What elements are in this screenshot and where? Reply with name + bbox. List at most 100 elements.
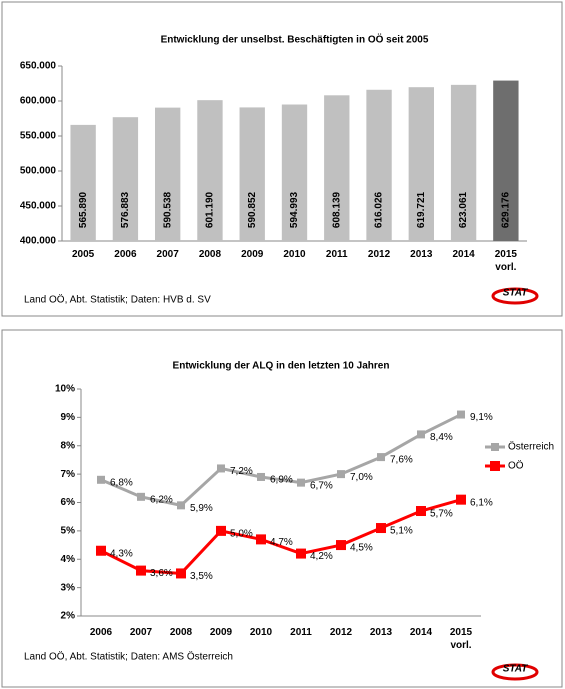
marker: [457, 410, 465, 419]
marker: [136, 565, 146, 576]
bar: [155, 107, 181, 241]
value-label: 4,5%: [350, 543, 373, 554]
bar: [112, 117, 139, 241]
x-tick-label: 2015 vorl.: [449, 627, 473, 651]
value-label: 7,6%: [390, 455, 413, 466]
bar: [493, 80, 519, 241]
bar: [366, 89, 392, 241]
series-line: [100, 413, 462, 507]
bar: [324, 95, 350, 241]
source-note: Land OÖ, Abt. Statistik; Daten: AMS Öste…: [24, 651, 233, 663]
chart-frame: [1, 329, 563, 688]
y-tick-label: 450.000: [20, 201, 57, 212]
marker: [176, 568, 186, 579]
value-label: 5,1%: [390, 526, 413, 537]
value-label: 8,4%: [430, 432, 453, 443]
value-label: 4,3%: [110, 548, 133, 559]
marker: [137, 492, 145, 501]
y-tick-label: 650.000: [20, 61, 57, 72]
value-label: 576.883: [120, 191, 131, 228]
logo-swoosh: [491, 663, 539, 681]
value-label: 590.852: [247, 191, 258, 228]
value-label: 3,5%: [190, 571, 213, 582]
x-tick-label: 2011: [290, 627, 312, 638]
x-tick-label: 2007: [129, 627, 153, 638]
y-tick-label: 5%: [61, 526, 76, 537]
value-label: 3,6%: [150, 568, 173, 579]
marker: [257, 472, 265, 481]
marker: [417, 430, 425, 439]
bar: [197, 100, 223, 242]
marker: [216, 525, 226, 536]
source-note: Land OÖ, Abt. Statistik; Daten: HVB d. S…: [24, 294, 211, 306]
value-label: 6,8%: [110, 477, 133, 488]
x-tick-label: 2009: [241, 249, 264, 260]
marker: [376, 523, 386, 534]
marker: [256, 534, 266, 545]
x-tick-label: 2014: [452, 249, 475, 260]
x-tick-label: 2012: [329, 627, 353, 638]
value-label: 7,0%: [350, 472, 373, 483]
bar: [450, 84, 477, 241]
x-tick-label: 2006: [89, 627, 113, 638]
marker: [297, 478, 305, 487]
logo-text: STAT: [503, 664, 529, 675]
bar: [281, 104, 308, 241]
marker: [377, 453, 385, 462]
y-tick-label: 3%: [61, 582, 76, 593]
y-tick-label: 7%: [61, 469, 76, 480]
bar: [70, 124, 96, 241]
y-tick-label: 500.000: [20, 166, 57, 177]
legend-label: OÖ: [508, 460, 524, 472]
y-tick-label: 550.000: [20, 131, 57, 142]
x-tick-label: 2008: [198, 249, 222, 260]
value-label: 5,9%: [190, 503, 213, 514]
value-label: 608.139: [331, 191, 342, 228]
x-tick-label: 2014: [409, 627, 433, 638]
value-label: 565.890: [78, 191, 89, 228]
marker: [336, 540, 346, 551]
bar: [239, 107, 265, 242]
x-tick-label: 2009: [209, 627, 233, 638]
value-label: 629.176: [501, 191, 512, 228]
marker: [97, 475, 105, 484]
x-tick-label: 2013: [369, 627, 393, 638]
value-label: 5,0%: [230, 529, 253, 540]
chart-title: Entwicklung der unselbst. Beschäftigten …: [161, 33, 429, 46]
value-label: 594.993: [289, 191, 300, 228]
logo-text: STAT: [503, 288, 529, 299]
chart-title: Entwicklung der ALQ in den letzten 10 Ja…: [173, 361, 390, 372]
x-tick-label: 2012: [367, 249, 391, 260]
x-tick-label: 2006: [114, 249, 137, 260]
value-label: 6,2%: [150, 494, 173, 505]
x-tick-label: 2015 vorl.: [494, 249, 517, 273]
value-label: 623.061: [458, 191, 469, 228]
x-tick-label: 2010: [249, 627, 273, 638]
x-tick-label: 2011: [325, 249, 348, 260]
marker: [96, 545, 106, 556]
y-tick-label: 400.000: [20, 236, 57, 247]
value-label: 6,9%: [270, 475, 293, 486]
y-tick-label: 8%: [61, 440, 76, 451]
value-label: 590.538: [162, 191, 173, 228]
value-label: 619.721: [416, 191, 427, 228]
x-tick-label: 2008: [169, 627, 193, 638]
value-label: 7,2%: [230, 466, 253, 477]
x-tick-label: 2005: [72, 249, 95, 260]
value-label: 6,1%: [470, 497, 493, 508]
marker: [456, 494, 466, 505]
y-tick-label: 4%: [61, 554, 76, 565]
marker: [217, 464, 225, 473]
value-label: 4,2%: [310, 551, 333, 562]
legend-label: Österreich: [508, 441, 554, 453]
x-tick-label: 2013: [410, 249, 433, 260]
marker: [416, 506, 426, 517]
bar: [408, 87, 434, 241]
value-label: 601.190: [205, 191, 216, 228]
y-tick-label: 10%: [55, 384, 75, 395]
y-tick-label: 6%: [61, 497, 76, 508]
y-tick-label: 600.000: [20, 96, 57, 107]
y-tick-label: 9%: [61, 412, 76, 423]
